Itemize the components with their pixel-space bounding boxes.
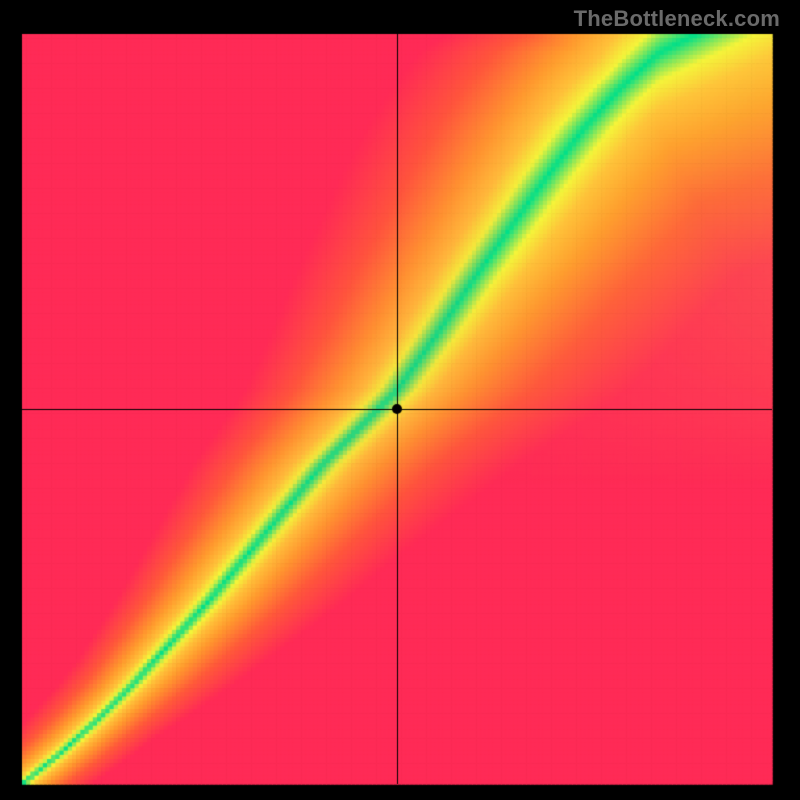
watermark-text: TheBottleneck.com: [574, 6, 780, 32]
chart-container: TheBottleneck.com: [0, 0, 800, 800]
heatmap-canvas: [0, 0, 800, 800]
